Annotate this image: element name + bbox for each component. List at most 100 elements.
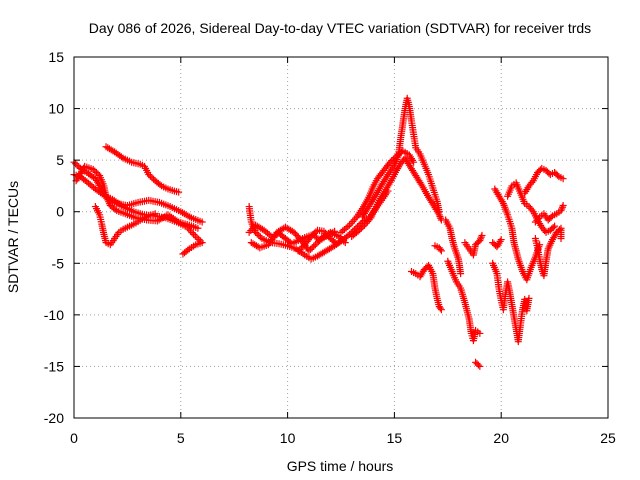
x-tick-label: 10	[280, 430, 296, 446]
data-point-marker	[435, 208, 443, 216]
y-tick-label: -15	[44, 358, 64, 374]
data-point-marker	[194, 224, 202, 232]
data-point-marker	[297, 244, 305, 252]
data-point-marker	[252, 228, 260, 236]
axis-ticks: 0 5 10 15 20 25 15 10 5 0 -5 -10 -15 -20	[44, 49, 616, 446]
data-point-marker	[145, 171, 153, 179]
data-point-marker	[179, 250, 187, 258]
data-point-marker	[349, 218, 357, 226]
data-point-marker	[436, 304, 444, 312]
data-point-marker	[386, 158, 394, 166]
data-point-marker	[91, 167, 99, 175]
data-point-marker	[307, 232, 315, 240]
data-point-marker	[111, 205, 119, 213]
data-point-marker	[92, 169, 100, 177]
data-point-marker	[558, 205, 566, 213]
data-point-marker	[553, 171, 561, 179]
data-point-marker	[299, 250, 307, 258]
data-point-marker	[457, 270, 465, 278]
data-point-marker	[383, 172, 391, 180]
data-point-marker	[191, 232, 199, 240]
data-point-marker	[255, 231, 263, 239]
data-point-marker	[410, 158, 418, 166]
plot-frame	[73, 56, 609, 419]
data-point-marker	[436, 245, 444, 253]
data-point-marker	[476, 362, 484, 370]
data-point-marker	[549, 224, 557, 232]
y-tick-label: 10	[48, 101, 64, 117]
data-point-marker	[296, 245, 304, 253]
data-point-marker	[477, 235, 485, 243]
data-point-marker	[193, 234, 201, 242]
data-point-marker	[534, 215, 542, 223]
data-point-marker	[190, 230, 198, 238]
data-point-marker	[181, 249, 189, 257]
data-point-marker	[309, 231, 317, 239]
data-point-marker	[528, 206, 536, 214]
data-point-marker	[308, 244, 316, 252]
x-tick-label: 5	[177, 430, 185, 446]
y-axis-title: SDTVAR / TECUs	[5, 181, 21, 293]
y-tick-label: 15	[48, 49, 64, 65]
data-point-marker	[558, 203, 566, 211]
data-point-marker	[347, 219, 355, 227]
data-point-marker	[256, 233, 264, 241]
data-point-marker	[547, 213, 555, 221]
data-points	[70, 94, 567, 370]
data-point-marker	[528, 178, 536, 186]
data-point-marker	[474, 361, 482, 369]
y-tick-label: -20	[44, 410, 64, 426]
data-point-marker	[417, 180, 425, 188]
data-point-marker	[198, 218, 206, 226]
x-tick-label: 20	[493, 430, 509, 446]
data-point-marker	[437, 247, 445, 255]
data-point-marker	[359, 223, 367, 231]
data-point-marker	[370, 194, 378, 202]
data-point-marker	[357, 224, 365, 232]
data-point-marker	[437, 306, 445, 314]
y-tick-label: -5	[52, 255, 65, 271]
y-tick-label: 0	[56, 204, 64, 220]
data-point-marker	[148, 174, 156, 182]
data-point-marker	[72, 160, 80, 168]
data-point-marker	[497, 236, 505, 244]
data-point-marker	[186, 227, 194, 235]
x-tick-label: 15	[387, 430, 403, 446]
data-point-marker	[559, 202, 567, 210]
x-axis-title: GPS time / hours	[287, 458, 394, 474]
data-point-marker	[305, 247, 313, 255]
data-point-marker	[437, 214, 445, 222]
data-point-marker	[307, 245, 315, 253]
data-point-marker	[557, 207, 565, 215]
data-point-marker	[478, 231, 486, 239]
data-point-marker	[195, 235, 203, 243]
data-point-marker	[151, 210, 159, 218]
data-point-marker	[310, 229, 318, 237]
data-point-marker	[117, 153, 125, 161]
data-point-marker	[156, 181, 164, 189]
data-point-marker	[312, 228, 320, 236]
x-tick-label: 25	[600, 430, 616, 446]
data-point-marker	[294, 247, 302, 255]
data-point-marker	[94, 170, 102, 178]
data-point-marker	[354, 227, 362, 235]
data-point-marker	[344, 223, 352, 231]
data-point-marker	[356, 226, 364, 234]
chart-title: Day 086 of 2026, Sidereal Day-to-day VTE…	[89, 20, 591, 36]
data-point-marker	[436, 213, 444, 221]
data-point-marker	[557, 235, 565, 243]
data-point-marker	[335, 232, 343, 240]
data-point-marker	[188, 229, 196, 237]
data-point-marker	[73, 161, 81, 169]
data-point-marker	[551, 222, 559, 230]
data-point-marker	[146, 172, 154, 180]
data-point-marker	[559, 175, 567, 183]
data-point-marker	[89, 165, 97, 173]
x-tick-label: 0	[70, 430, 78, 446]
data-point-marker	[175, 188, 183, 196]
data-point-marker	[253, 230, 261, 238]
data-point-marker	[525, 294, 533, 302]
data-point-marker	[476, 329, 484, 337]
data-point-marker	[476, 237, 484, 245]
